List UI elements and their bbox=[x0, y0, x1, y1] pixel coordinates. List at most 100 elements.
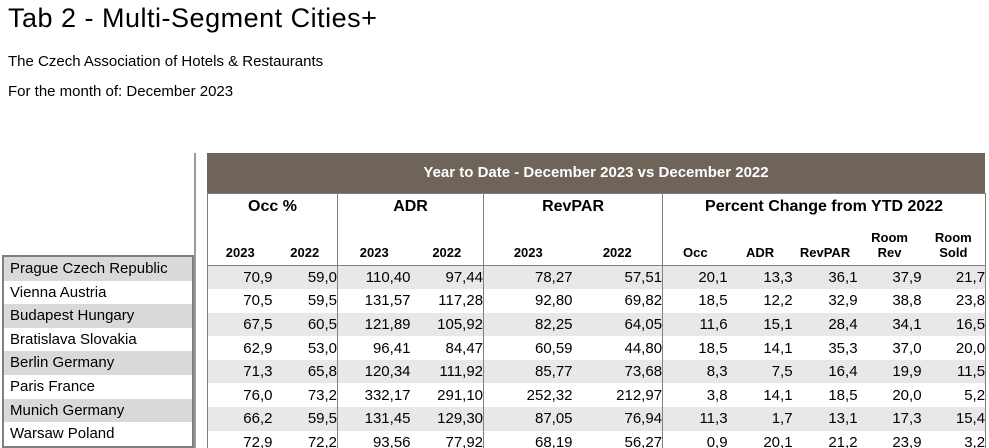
table-row: 76,0 73,2 332,17 291,10 252,32 212,97 3,8 14,1 1… bbox=[208, 383, 986, 408]
table-banner: Year to Date - December 2023 vs December… bbox=[207, 153, 985, 193]
value-cell: 129,30 bbox=[437, 410, 484, 428]
value-cell: 57,51 bbox=[624, 269, 663, 287]
value-cell: 14,1 bbox=[763, 386, 793, 404]
value-cell: 0,9 bbox=[662, 430, 728, 448]
value-cell: 120,34 bbox=[337, 359, 411, 384]
value-cell: 5,2 bbox=[964, 386, 986, 404]
value-cell: 76,0 bbox=[243, 386, 273, 404]
column-group-header: ADR bbox=[337, 193, 484, 228]
value-cell: 16,5 bbox=[955, 315, 986, 333]
value-cell: 66,2 bbox=[243, 410, 273, 428]
value-cell: 67,5 bbox=[243, 315, 273, 333]
value-cell: 35,3 bbox=[828, 339, 858, 357]
value-cell: 68,19 bbox=[483, 430, 573, 448]
data-table: Occ % ADR RevPAR Percent Change from YTD 20… bbox=[207, 193, 987, 448]
city-name: Warsaw Poland bbox=[10, 425, 115, 443]
city-name: Bratislava Slovakia bbox=[10, 330, 137, 348]
value-cell: 65,8 bbox=[307, 363, 338, 381]
value-cell: 23,9 bbox=[892, 433, 922, 448]
value-cell: 21,7 bbox=[955, 269, 986, 287]
value-cell: 3,8 bbox=[662, 383, 728, 408]
city-name: Prague Czech Republic bbox=[4, 257, 192, 281]
value-cell: 332,17 bbox=[337, 383, 411, 408]
value-cell: 76,94 bbox=[624, 410, 663, 428]
value-cell: 20,1 bbox=[763, 433, 793, 448]
value-cell: 28,4 bbox=[828, 315, 858, 333]
value-cell: 20,0 bbox=[892, 386, 922, 404]
value-cell: 84,47 bbox=[445, 339, 484, 357]
value-cell: 13,3 bbox=[763, 269, 793, 287]
value-cell: 59,0 bbox=[307, 269, 338, 287]
value-cell: 64,05 bbox=[624, 315, 663, 333]
value-cell: 11,5 bbox=[956, 363, 986, 381]
value-cell: 92,80 bbox=[483, 289, 573, 313]
value-cell: 105,92 bbox=[437, 315, 484, 333]
city-name: Budapest Hungary bbox=[4, 304, 192, 328]
value-cell: 34,1 bbox=[892, 315, 922, 333]
value-cell: 85,77 bbox=[483, 359, 573, 384]
value-cell: 78,27 bbox=[483, 265, 573, 290]
value-cell: 44,80 bbox=[624, 339, 663, 357]
column-subheader: Room Sold bbox=[921, 228, 986, 266]
value-cell: 97,44 bbox=[445, 269, 484, 287]
value-cell: 23,8 bbox=[955, 292, 986, 310]
value-cell: 16,4 bbox=[828, 363, 858, 381]
value-cell: 18,5 bbox=[828, 386, 858, 404]
column-subheader: 2023 bbox=[207, 228, 273, 266]
value-cell: 73,68 bbox=[624, 363, 663, 381]
value-cell: 53,0 bbox=[307, 339, 338, 357]
table-row: 70,9 59,0 110,40 97,44 78,27 57,51 20,1 13,3 36,… bbox=[207, 265, 986, 290]
table-header: Occ % ADR RevPAR Percent Change from YTD 20… bbox=[207, 193, 986, 266]
value-cell: 71,3 bbox=[243, 363, 273, 381]
value-cell: 110,40 bbox=[337, 265, 411, 290]
value-cell: 36,1 bbox=[828, 269, 858, 287]
table-row: 71,3 65,8 120,34 111,92 85,77 73,68 8,3 7,5 16,4… bbox=[207, 359, 986, 384]
value-cell: 21,2 bbox=[828, 433, 858, 448]
value-cell: 117,28 bbox=[438, 292, 484, 310]
table-row: 67,5 60,5 121,89 105,92 82,25 64,05 11,6 15,1 28… bbox=[207, 312, 986, 337]
value-cell: 18,5 bbox=[662, 289, 728, 313]
value-cell: 72,9 bbox=[243, 433, 273, 448]
value-cell: 93,56 bbox=[337, 430, 411, 448]
value-cell: 8,3 bbox=[662, 359, 728, 384]
value-cell: 11,6 bbox=[662, 312, 728, 337]
column-subheader: 2022 bbox=[272, 228, 338, 266]
value-cell: 82,25 bbox=[483, 312, 573, 337]
city-name: Berlin Germany bbox=[4, 351, 192, 375]
value-cell: 73,2 bbox=[307, 386, 338, 404]
value-cell: 59,5 bbox=[307, 292, 338, 310]
value-cell: 18,5 bbox=[662, 336, 728, 360]
value-cell: 11,3 bbox=[662, 407, 728, 431]
vertical-divider bbox=[194, 153, 196, 448]
table-row: 72,9 72,2 93,56 77,92 68,19 56,27 0,9 20,1 21,2 2… bbox=[208, 430, 986, 448]
column-group-header: Occ % bbox=[248, 198, 297, 215]
value-cell: 131,57 bbox=[337, 289, 411, 313]
value-cell: 212,97 bbox=[616, 386, 663, 404]
value-cell: 38,8 bbox=[892, 292, 922, 310]
page-title: Tab 2 - Multi-Segment Cities+ bbox=[8, 3, 378, 33]
table-row: 66,2 59,5 131,45 129,30 87,05 76,94 11,3 1,7 13,… bbox=[207, 407, 986, 431]
value-cell: 37,9 bbox=[892, 269, 922, 287]
value-cell: 291,10 bbox=[437, 386, 484, 404]
value-cell: 56,27 bbox=[624, 433, 663, 448]
group-header-row: Occ % ADR RevPAR Percent Change from YTD 20… bbox=[208, 193, 986, 228]
column-subheader: Occ bbox=[662, 228, 728, 266]
value-cell: 17,3 bbox=[892, 410, 922, 428]
column-group-header: RevPAR bbox=[483, 193, 663, 228]
value-cell: 12,2 bbox=[763, 292, 793, 310]
value-cell: 7,5 bbox=[771, 363, 793, 381]
column-subheader: 2023 bbox=[337, 228, 411, 266]
report-table: Year to Date - December 2023 vs December… bbox=[207, 153, 987, 448]
table-row: 62,9 53,0 96,41 84,47 60,59 44,80 18,5 14,1 35,3… bbox=[208, 336, 986, 360]
table-row: 70,5 59,5 131,57 117,28 92,80 69,82 18,5 12,2 32… bbox=[208, 289, 986, 313]
value-cell: 14,1 bbox=[763, 339, 793, 357]
value-cell: 252,32 bbox=[483, 383, 573, 408]
value-cell: 60,5 bbox=[307, 315, 338, 333]
value-cell: 60,59 bbox=[483, 336, 573, 360]
value-cell: 32,9 bbox=[828, 292, 858, 310]
column-subheader: RevPAR bbox=[792, 228, 858, 266]
city-name-column: Prague Czech Republic Vienna Austria Budap… bbox=[2, 255, 194, 448]
value-cell: 62,9 bbox=[243, 339, 273, 357]
value-cell: 13,1 bbox=[828, 410, 858, 428]
